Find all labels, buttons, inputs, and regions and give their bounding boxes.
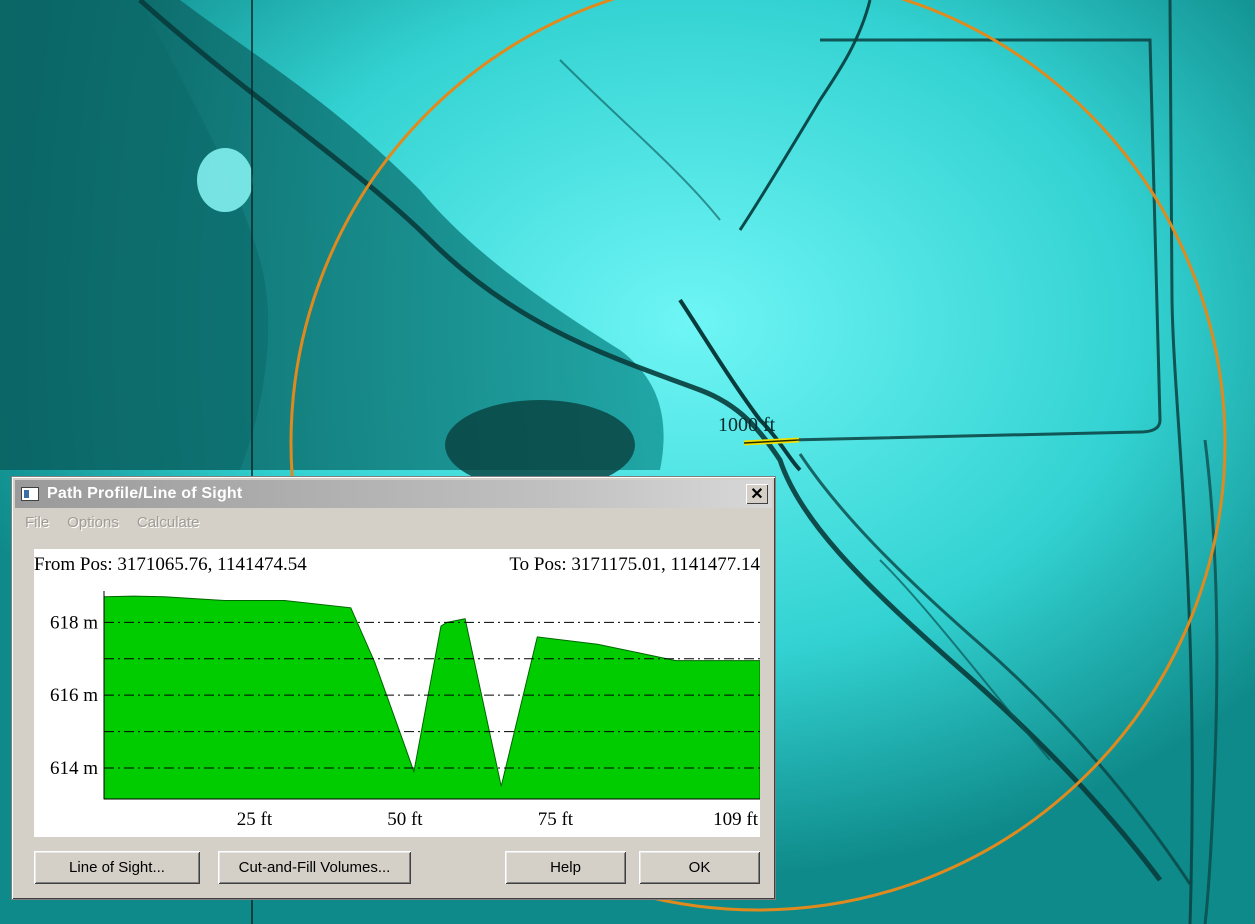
profile-chart-panel: 614 m 616 m 618 m 25 ft 50 ft 75 ft 109 ft Fro… bbox=[34, 549, 760, 837]
menu-calculate[interactable]: Calculate bbox=[136, 513, 200, 531]
menu-file[interactable]: File bbox=[25, 513, 50, 531]
ok-button[interactable]: OK bbox=[639, 851, 760, 884]
distance-label: 1000 ft bbox=[718, 414, 776, 436]
dialog-title: Path Profile/Line of Sight bbox=[47, 485, 243, 502]
menu-bar: File Options Calculate bbox=[15, 511, 207, 533]
cut-and-fill-button[interactable]: Cut-and-Fill Volumes... bbox=[218, 851, 411, 884]
to-position: To Pos: 3171175.01, 1141477.14 bbox=[509, 554, 760, 575]
x-tick-label: 25 ft bbox=[237, 809, 273, 830]
menu-options[interactable]: Options bbox=[67, 513, 119, 531]
close-icon[interactable]: ✕ bbox=[746, 484, 768, 504]
profile-chart: 614 m 616 m 618 m 25 ft 50 ft 75 ft 109 ft bbox=[50, 591, 760, 830]
range-circle bbox=[289, 0, 1227, 912]
from-position: From Pos: 3171065.76, 1141474.54 bbox=[34, 554, 307, 575]
x-tick-label: 109 ft bbox=[713, 809, 759, 830]
x-tick-label: 75 ft bbox=[538, 809, 574, 830]
window-icon bbox=[21, 487, 39, 501]
help-button[interactable]: Help bbox=[505, 851, 626, 884]
path-profile-dialog[interactable]: Path Profile/Line of Sight ✕ File Option… bbox=[11, 476, 776, 900]
y-tick-label: 618 m bbox=[50, 612, 98, 633]
y-tick-label: 614 m bbox=[50, 758, 98, 779]
y-tick-label: 616 m bbox=[50, 685, 98, 706]
dialog-titlebar[interactable]: Path Profile/Line of Sight ✕ bbox=[15, 480, 772, 508]
line-of-sight-button[interactable]: Line of Sight... bbox=[34, 851, 200, 884]
x-tick-label: 50 ft bbox=[387, 809, 423, 830]
profile-area bbox=[103, 595, 760, 800]
